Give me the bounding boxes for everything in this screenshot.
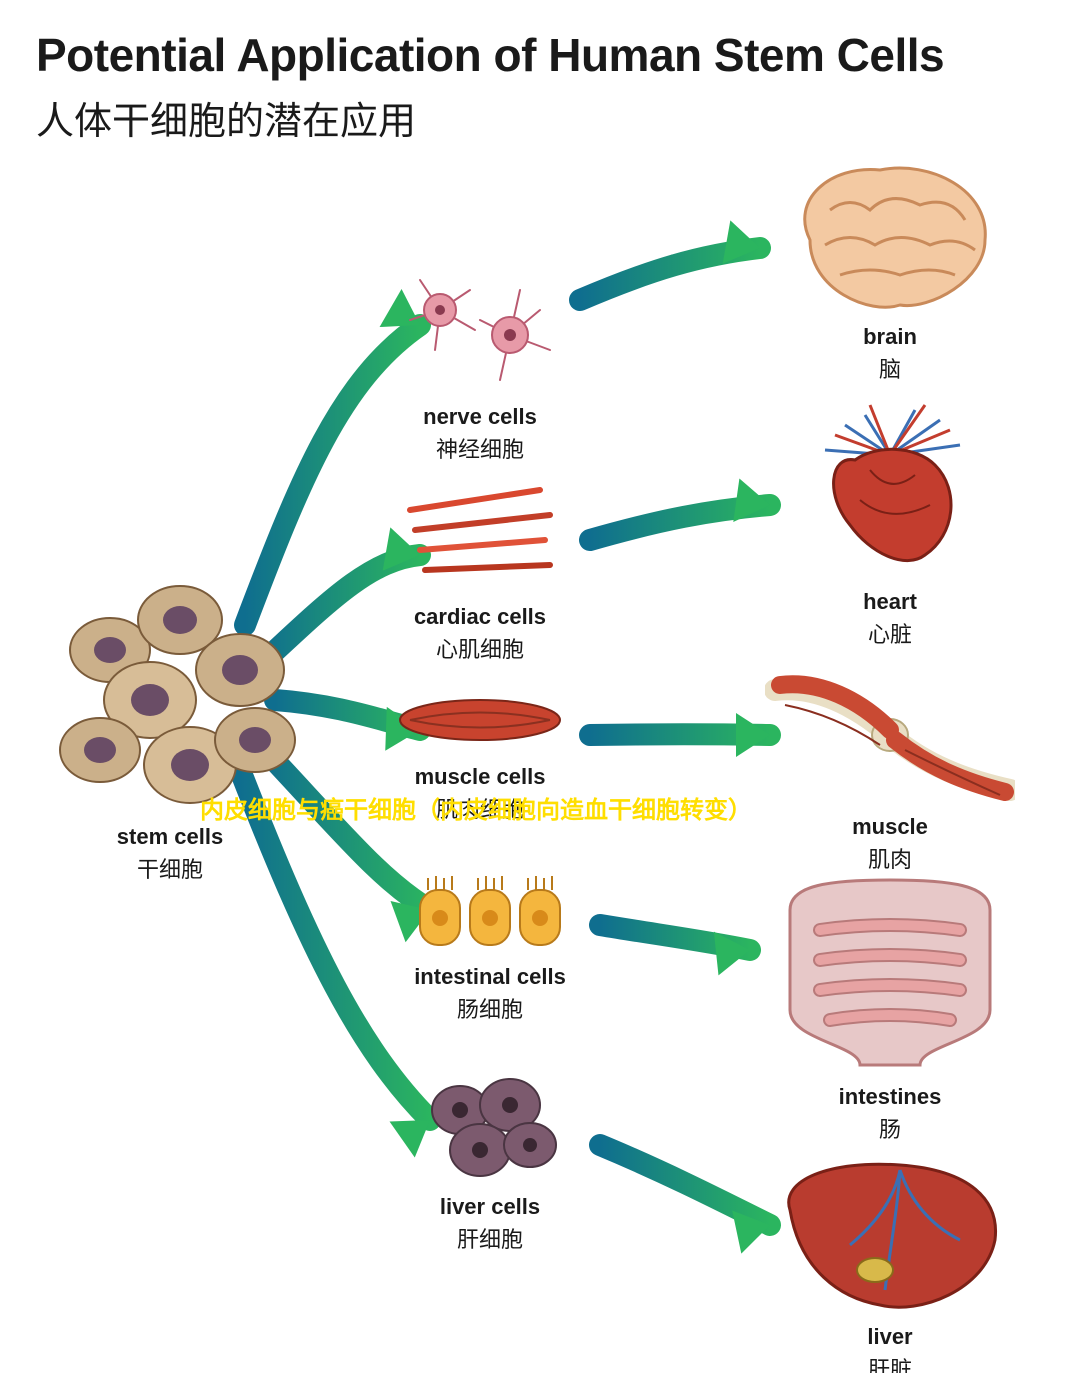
nerve-cells-icon (390, 250, 570, 400)
arrow-cardiac-to-heart (590, 505, 770, 540)
label-stem-en: stem cells (40, 824, 300, 850)
liver-cells-icon (400, 1060, 580, 1190)
label-intestinal-en: intestinal cells (390, 964, 590, 990)
label-brain-zh: 脑 (760, 352, 1020, 384)
arrow-intestinal-to-int (600, 925, 750, 950)
label-stem-zh: 干细胞 (40, 852, 300, 884)
node-brain: brain 脑 (760, 150, 1020, 384)
label-cardiac-zh: 心肌细胞 (380, 632, 580, 664)
intestines-icon (750, 870, 1030, 1080)
node-intestinal-cells: intestinal cells 肠细胞 (390, 860, 590, 1024)
node-liver: liver 肝脏 (760, 1150, 1020, 1373)
arrowhead-nerve-to-brain (723, 220, 760, 263)
label-liver-en: liver (760, 1324, 1020, 1350)
label-nerve-zh: 神经细胞 (380, 432, 580, 464)
label-cardiac-en: cardiac cells (380, 604, 580, 630)
label-heart-en: heart (760, 589, 1020, 615)
label-muscle-en: muscle (760, 814, 1020, 840)
node-muscle: muscle 肌肉 (760, 660, 1020, 874)
arrow-liver-to-liver (600, 1145, 770, 1225)
label-brain-en: brain (760, 324, 1020, 350)
node-stem-cells: stem cells 干细胞 (40, 560, 300, 884)
stem-cells-icon (40, 560, 300, 820)
cardiac-cells-icon (390, 470, 570, 600)
label-intestines-zh: 肠 (740, 1112, 1040, 1144)
muscle-cells-icon (390, 680, 570, 760)
title-zh: 人体干细胞的潜在应用 (36, 90, 416, 145)
node-nerve-cells: nerve cells 神经细胞 (380, 250, 580, 464)
label-heart-zh: 心脏 (760, 617, 1020, 649)
arrow-nerve-to-brain (580, 248, 760, 300)
muscle-icon (765, 660, 1015, 810)
label-nerve-en: nerve cells (380, 404, 580, 430)
node-heart: heart 心脏 (760, 395, 1020, 649)
title-en: Potential Application of Human Stem Cell… (36, 28, 944, 82)
node-liver-cells: liver cells 肝细胞 (390, 1060, 590, 1254)
node-intestines: intestines 肠 (740, 870, 1040, 1144)
liver-icon (770, 1150, 1010, 1320)
label-liver-zh: 肝脏 (760, 1352, 1020, 1373)
brain-icon (780, 150, 1000, 320)
arrow-muscle-to-muscle (590, 734, 770, 735)
label-livercells-en: liver cells (390, 1194, 590, 1220)
heart-icon (775, 395, 1005, 585)
overlay-text: 内皮细胞与癌干细胞（内皮细胞向造血干细胞转变） (200, 790, 752, 825)
label-intestines-en: intestines (740, 1084, 1040, 1110)
label-musclecells-en: muscle cells (380, 764, 580, 790)
label-intestinal-zh: 肠细胞 (390, 992, 590, 1024)
node-cardiac-cells: cardiac cells 心肌细胞 (380, 470, 580, 664)
diagram-container: Potential Application of Human Stem Cell… (0, 0, 1080, 1373)
intestinal-cells-icon (400, 860, 580, 960)
label-livercells-zh: 肝细胞 (390, 1222, 590, 1254)
